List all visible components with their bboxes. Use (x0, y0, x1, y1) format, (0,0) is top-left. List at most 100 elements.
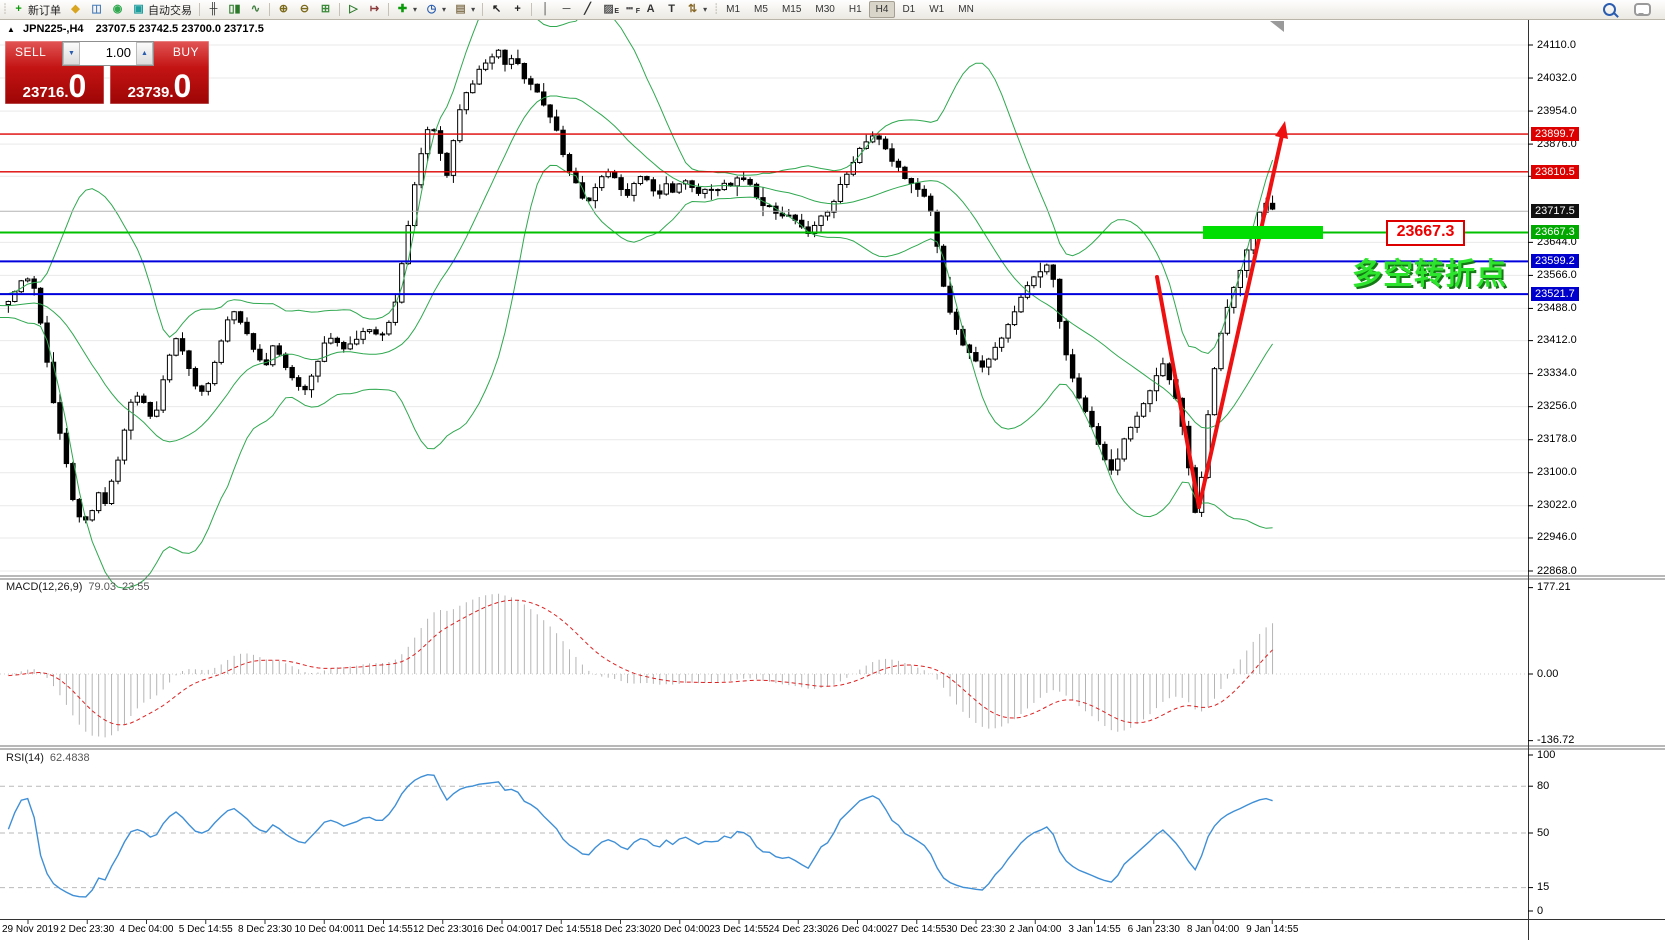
new-order-button[interactable]: + 新订单 (8, 1, 65, 18)
indicators-button[interactable]: ✚ ▾ (392, 1, 421, 18)
chat-icon (1634, 3, 1651, 16)
volume-up-button[interactable]: ▲ (136, 42, 153, 65)
timeframe-m30-button[interactable]: M30 (815, 4, 835, 15)
chevron-down-icon: ▾ (442, 5, 447, 14)
styler-icon: ◆ (71, 3, 80, 15)
horizontal-line-icon: ─ (562, 3, 571, 15)
line-chart-icon: ∿ (250, 3, 261, 15)
symbol-period-label: JPN225-,H4 (22, 23, 84, 35)
channel-icon: ▨ E (602, 3, 619, 16)
search-icon (1603, 3, 1616, 16)
fibonacci-icon-sub: F (635, 8, 641, 15)
vertical-line-icon: │ (542, 3, 550, 15)
chinese-annotation-text[interactable]: 多空转折点 (1352, 258, 1507, 291)
chevron-down-icon: ▾ (413, 5, 418, 14)
toolbar-separator (482, 3, 484, 16)
tile-windows-button[interactable]: ⊞ (315, 1, 336, 18)
zoom-out-icon: ⊖ (299, 3, 310, 15)
buy-button[interactable]: BUY 23739.0 (110, 41, 209, 104)
cursor-icon: ↖ (491, 3, 502, 15)
signals-icon: ◉ (112, 3, 123, 15)
bar-chart-icon: ╫ (209, 3, 218, 15)
search-button[interactable] (1599, 1, 1620, 18)
timeframe-mn-button[interactable]: MN (958, 4, 974, 15)
fibonacci-icon: ┅ F (623, 3, 640, 16)
timeframe-h1-button[interactable]: H1 (848, 4, 862, 15)
autoscroll-button[interactable]: ▷ (343, 1, 364, 18)
periods-button[interactable]: ◷ ▾ (421, 1, 450, 18)
rsi-indicator-label: RSI(14) 62.4838 (6, 752, 90, 764)
fibonacci-button[interactable]: ┅ F (619, 1, 640, 18)
styler-button[interactable]: ◆ (65, 1, 86, 18)
zoom-in-icon: ⊕ (278, 3, 289, 15)
crosshair-icon: + (514, 3, 521, 15)
volume-stepper[interactable]: ▼ 1.00 ▲ (62, 41, 154, 66)
volume-down-button[interactable]: ▼ (63, 42, 80, 65)
toolbar-grip: ┊ (2, 4, 8, 15)
timeframe-m5-button[interactable]: M5 (754, 4, 768, 15)
new-order-button-label: 新订单 (28, 4, 62, 17)
line-chart-button[interactable]: ∿ (245, 1, 266, 18)
trendline-icon: ╱ (584, 3, 591, 15)
chart-shift-icon: ↦ (369, 3, 380, 15)
toolbar-separator (199, 3, 201, 16)
text-button[interactable]: A (640, 1, 661, 18)
vertical-line-button[interactable]: │ (535, 1, 556, 18)
zoom-out-button[interactable]: ⊖ (294, 1, 315, 18)
profiles-button[interactable]: ◫ (86, 1, 107, 18)
text-icon: A (646, 3, 655, 15)
toolbar-grip: ┊ (713, 4, 719, 15)
chart-shift-button[interactable]: ↦ (364, 1, 385, 18)
ohlc-values: 23707.5 23742.5 23700.0 23717.5 (95, 23, 264, 35)
new-order-icon: + (15, 3, 22, 15)
timeframe-w1-button[interactable]: W1 (929, 4, 945, 15)
arrows-button[interactable]: ⇅ ▾ (682, 1, 711, 18)
bar-chart-button[interactable]: ╫ (203, 1, 224, 18)
text-label-icon: T (668, 3, 675, 15)
horizontal-line-button[interactable]: ─ (556, 1, 577, 18)
trendline-button[interactable]: ╱ (577, 1, 598, 18)
crosshair-button[interactable]: + (507, 1, 528, 18)
macd-indicator-label: MACD(12,26,9) 79.03 23.55 (6, 581, 150, 593)
timeframe-h4-button[interactable]: H4 (868, 1, 896, 18)
toolbar-separator (531, 3, 533, 16)
volume-value[interactable]: 1.00 (105, 45, 131, 60)
one-click-trading-panel: SELL 23716.0 BUY 23739.0 ▼ 1.00 ▲ (5, 41, 209, 104)
candlestick-chart-button[interactable]: ▯▮ (224, 1, 245, 18)
profiles-icon: ◫ (91, 3, 102, 15)
timeframe-m15-button[interactable]: M15 (781, 4, 802, 15)
symbol-collapse-icon[interactable]: ▲ (7, 25, 15, 34)
chat-button[interactable] (1630, 1, 1655, 18)
timeframe-m1-button[interactable]: M1 (726, 4, 741, 15)
autotrading-button[interactable]: ▣ 自动交易 (128, 1, 196, 18)
toolbar-separator (388, 3, 390, 16)
price-callout-label[interactable]: 23667.3 (1386, 220, 1465, 246)
equidistant-channel-button[interactable]: ▨ E (598, 1, 619, 18)
buy-price: 23739.0 (127, 68, 192, 104)
cursor-button[interactable]: ↖ (486, 1, 507, 18)
toolbar-right (1599, 1, 1665, 18)
timeframe-d1-button[interactable]: D1 (902, 4, 916, 15)
toolbar: ┊ + 新订单 ◆ ◫ ◉ ▣ 自动交易 ╫ ▯▮ ∿ ⊕ ⊖ ⊞ ▷ ↦ ✚ ▾ ◷ ▾ ▤ ▾ ↖ + │ ─ ╱ ▨ E ┅ F A T ⇅… (0, 0, 1665, 20)
autoscroll-icon: ▷ (349, 3, 358, 15)
sell-label: SELL (15, 45, 47, 59)
autotrading-button-label: 自动交易 (148, 4, 193, 17)
chevron-down-icon: ▾ (703, 5, 708, 14)
templates-icon: ▤ (455, 3, 466, 15)
tile-windows-icon: ⊞ (320, 3, 331, 15)
candlestick-chart-icon: ▯▮ (228, 3, 241, 15)
signals-button[interactable]: ◉ (107, 1, 128, 18)
sell-price: 23716.0 (22, 68, 87, 104)
autotrading-icon: ▣ (133, 3, 144, 15)
toolbar-separator (339, 3, 341, 16)
channel-icon-sub: E (614, 8, 620, 15)
buy-label: BUY (172, 45, 199, 59)
templates-button[interactable]: ▤ ▾ (450, 1, 479, 18)
indicators-icon: ✚ (397, 3, 408, 15)
zoom-in-button[interactable]: ⊕ (273, 1, 294, 18)
autoscroll-marker-icon (1270, 21, 1284, 32)
chevron-down-icon: ▾ (471, 5, 476, 14)
text-label-button[interactable]: T (661, 1, 682, 18)
clock-icon: ◷ (426, 3, 437, 15)
